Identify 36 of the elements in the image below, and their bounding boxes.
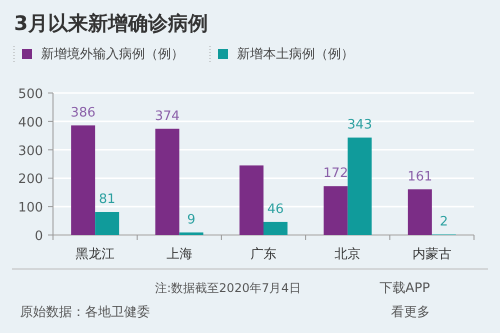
data-label: 343 xyxy=(347,118,372,133)
data-label: 172 xyxy=(323,166,348,182)
chart-title: 3月以来新增确诊病例 xyxy=(14,11,208,35)
data-label: 161 xyxy=(407,169,432,184)
data-label: 386 xyxy=(70,105,96,120)
data-label: 46 xyxy=(267,202,284,217)
bar xyxy=(71,125,96,235)
y-tick-label: 500 xyxy=(18,87,43,102)
bar xyxy=(179,232,204,235)
x-tick-label: 北京 xyxy=(334,247,361,262)
bar xyxy=(408,189,432,235)
text: 原始数据：各地卫健委 xyxy=(20,305,150,320)
bar xyxy=(348,138,372,235)
data-label: 9 xyxy=(187,212,196,228)
y-tick-label: 300 xyxy=(18,144,43,159)
y-tick-label: 200 xyxy=(18,172,43,188)
x-tick-label: 上海 xyxy=(166,247,192,262)
bar xyxy=(324,186,348,235)
text: 注:数据截至2020年7月4日 xyxy=(155,281,301,295)
bar xyxy=(240,165,264,235)
bar xyxy=(155,128,180,235)
x-tick-label: 黑龙江 xyxy=(76,247,115,262)
bar xyxy=(264,222,288,235)
data-label: 81 xyxy=(98,192,116,207)
y-tick-label: 100 xyxy=(18,200,43,216)
text: 下载APP xyxy=(379,281,430,296)
x-tick-label: 内蒙古 xyxy=(412,247,452,262)
legend-label: 新增本土病例（例） xyxy=(237,47,354,62)
legend-label: 新增境外输入病例（例） xyxy=(41,46,184,62)
y-tick-label: 0 xyxy=(34,229,43,244)
y-tick-label: 400 xyxy=(18,115,43,130)
text: 看更多 xyxy=(391,305,430,320)
data-label: 374 xyxy=(154,108,180,124)
bar xyxy=(95,212,120,235)
x-tick-label: 广东 xyxy=(250,247,276,262)
data-label: 2 xyxy=(440,214,448,230)
